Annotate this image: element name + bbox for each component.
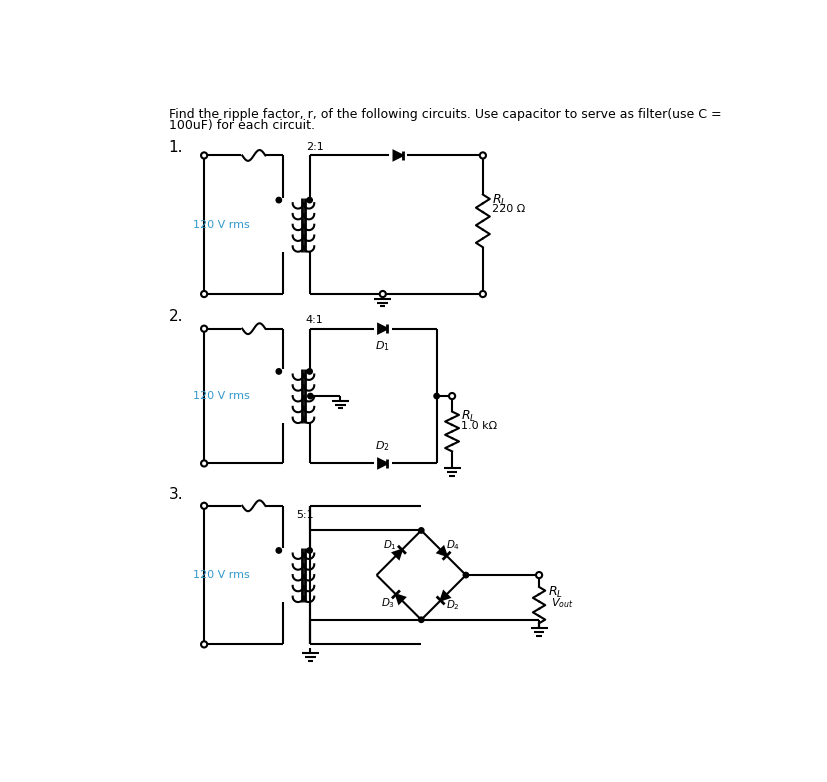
Text: 5:1: 5:1 xyxy=(295,510,313,520)
Circle shape xyxy=(275,547,281,553)
Text: $D_3$: $D_3$ xyxy=(380,597,394,611)
Circle shape xyxy=(201,503,207,509)
Circle shape xyxy=(479,291,485,297)
Circle shape xyxy=(418,528,423,533)
Text: 2:1: 2:1 xyxy=(305,142,323,152)
Text: $D_2$: $D_2$ xyxy=(446,598,459,612)
Circle shape xyxy=(201,325,207,332)
Circle shape xyxy=(462,572,468,578)
Polygon shape xyxy=(393,151,402,160)
Text: 3.: 3. xyxy=(169,486,183,501)
Text: 4:1: 4:1 xyxy=(305,315,323,325)
Polygon shape xyxy=(395,594,404,604)
Circle shape xyxy=(307,547,312,553)
Text: 120 V rms: 120 V rms xyxy=(193,220,249,230)
Polygon shape xyxy=(378,324,387,333)
Text: 120 V rms: 120 V rms xyxy=(193,570,249,580)
Text: $V_{out}$: $V_{out}$ xyxy=(551,596,573,610)
Circle shape xyxy=(275,197,281,203)
Circle shape xyxy=(308,393,313,399)
Circle shape xyxy=(433,393,439,399)
Polygon shape xyxy=(440,591,449,601)
Text: 1.0 kΩ: 1.0 kΩ xyxy=(461,421,497,431)
Text: $D_1$: $D_1$ xyxy=(382,538,396,552)
Polygon shape xyxy=(393,550,401,559)
Text: 120 V rms: 120 V rms xyxy=(193,391,249,401)
Polygon shape xyxy=(378,459,387,468)
Text: 220 Ω: 220 Ω xyxy=(491,204,524,214)
Text: 1.: 1. xyxy=(169,140,183,155)
Circle shape xyxy=(380,291,385,297)
Text: $R_L$: $R_L$ xyxy=(547,585,562,601)
Text: $R_L$: $R_L$ xyxy=(491,192,506,207)
Text: 100uF) for each circuit.: 100uF) for each circuit. xyxy=(169,119,314,132)
Circle shape xyxy=(448,393,455,399)
Text: 2.: 2. xyxy=(169,310,183,325)
Circle shape xyxy=(201,152,207,159)
Text: $D_4$: $D_4$ xyxy=(445,538,459,552)
Polygon shape xyxy=(437,547,446,556)
Circle shape xyxy=(307,197,312,203)
Circle shape xyxy=(201,461,207,467)
Circle shape xyxy=(201,291,207,297)
Text: $D_1$: $D_1$ xyxy=(375,339,390,353)
Circle shape xyxy=(307,369,312,374)
Circle shape xyxy=(201,641,207,647)
Circle shape xyxy=(535,572,542,578)
Text: Find the ripple factor, r, of the following circuits. Use capacitor to serve as : Find the ripple factor, r, of the follow… xyxy=(169,108,720,120)
Text: $R_L$: $R_L$ xyxy=(461,409,476,425)
Text: $D_2$: $D_2$ xyxy=(375,439,390,453)
Circle shape xyxy=(418,617,423,622)
Circle shape xyxy=(479,152,485,159)
Circle shape xyxy=(275,369,281,374)
